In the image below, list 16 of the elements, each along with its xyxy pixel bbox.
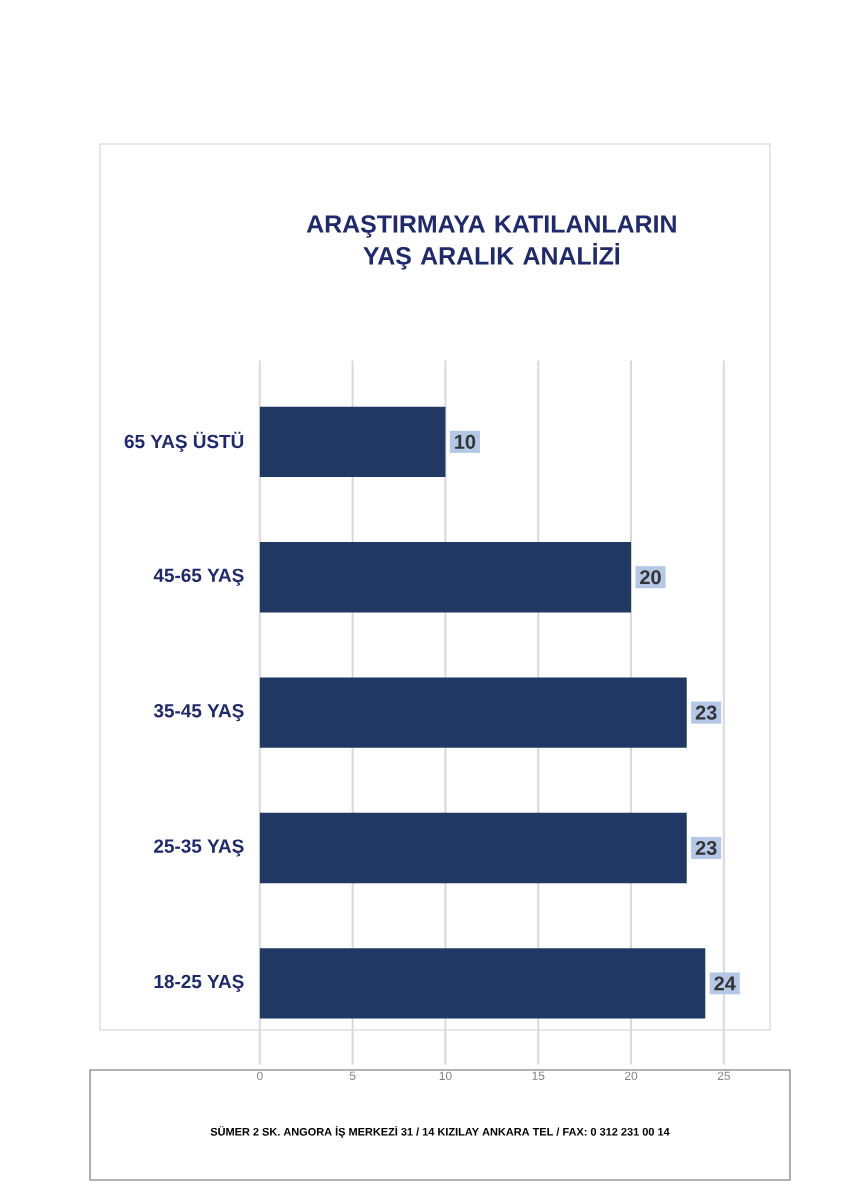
data-label: 10 [455,434,476,449]
bar [259,812,687,884]
bar [259,677,687,748]
data-label: 23 [695,840,717,856]
bar [259,948,706,1019]
data-label: 23 [695,705,717,720]
y-tick-label: 65 YAŞ ÜSTÜ [124,431,244,452]
bar [259,542,632,613]
y-tick-label: 45-65 YAŞ [153,568,244,586]
data-label: 20 [640,570,661,585]
data-label: 24 [714,976,736,991]
chart-title: ARAŞTIRMAYA KATILANLARIN YAŞ ARALIK ANALİZİ [306,215,676,270]
y-tick-label: 25-35 YAŞ [154,839,244,857]
y-tick-label: 35-45 YAŞ [153,704,244,722]
bar [259,406,446,478]
y-tick-label: 18-25 YAŞ [154,974,244,992]
